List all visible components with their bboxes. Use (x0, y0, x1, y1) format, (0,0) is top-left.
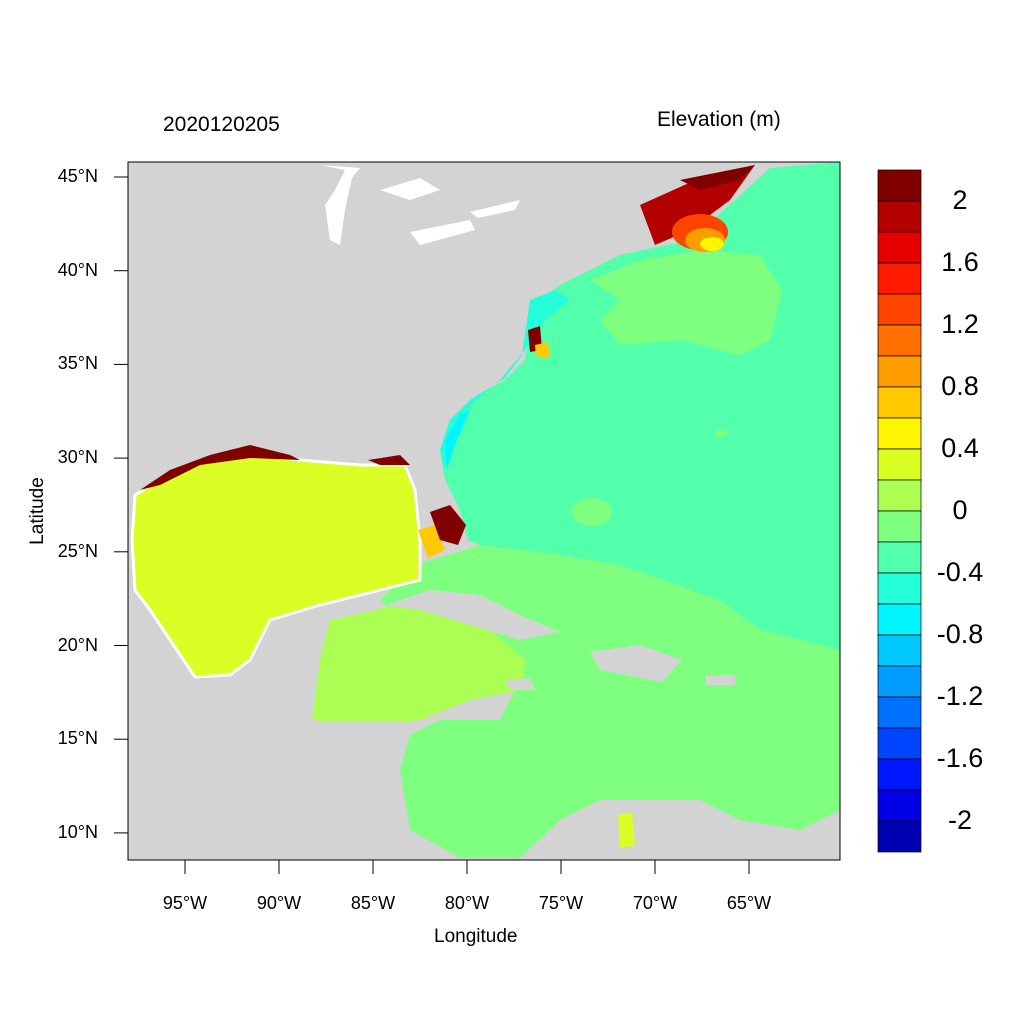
colorbar-box (877, 541, 922, 574)
colorbar-box (877, 634, 922, 667)
colorbar-box (877, 758, 922, 791)
colorbar-label: -0.8 (936, 619, 984, 649)
colorbar-label: 1.6 (941, 247, 979, 277)
variable-title: Elevation (m) (657, 108, 781, 131)
pamlico-surge (535, 342, 550, 358)
colorbar-box (877, 448, 922, 481)
colorbar-box (877, 789, 922, 822)
x-tick-label: 90°W (256, 893, 302, 913)
florida-coast-surge (430, 505, 466, 545)
atlantic-blob (572, 498, 612, 526)
southern-blob (618, 812, 635, 848)
colorbar-box (877, 820, 922, 853)
colorbar-box (877, 355, 922, 388)
great-lakes (320, 165, 520, 245)
colorbar-box (877, 262, 922, 295)
colorbar-box (877, 200, 922, 233)
atlantic-dot (714, 429, 728, 437)
y-tick-label: 30°N (57, 447, 98, 468)
atlantic-high-anomaly (590, 250, 782, 355)
colorbar-box (877, 479, 922, 512)
colorbar-label: 0 (952, 495, 968, 525)
colorbar-label: 2 (952, 185, 968, 215)
x-tick-label: 85°W (350, 893, 396, 913)
colorbar-box (877, 572, 922, 605)
colorbar-box (877, 417, 922, 450)
x-tick-label: 80°W (444, 893, 490, 913)
western-caribbean (312, 600, 525, 722)
x-tick-label: 75°W (538, 893, 584, 913)
coastal-shelf-cyan (440, 290, 570, 470)
x-axis-label: Longitude (434, 926, 518, 947)
colorbar-label: 1.2 (941, 309, 979, 339)
y-tick-label: 25°N (57, 540, 98, 561)
x-tick-label: 70°W (632, 893, 678, 913)
colorbar-box (877, 510, 922, 543)
plot-frame (127, 161, 841, 861)
hispaniola (590, 645, 682, 682)
colorbar-box (877, 324, 922, 357)
jamaica (505, 678, 535, 690)
date-title: 2020120205 (163, 113, 280, 136)
colorbar-box (877, 169, 922, 202)
gulf-coast-surge (140, 445, 300, 490)
y-tick-label: 40°N (57, 259, 98, 280)
big-bend-surge (368, 455, 410, 465)
y-axis-label: Latitude (27, 477, 48, 545)
colorbar-label: 0.4 (941, 433, 979, 463)
y-tick-label: 20°N (57, 634, 98, 655)
colorbar-box (877, 727, 922, 760)
y-tick-label: 45°N (57, 166, 98, 186)
axis-ticks (114, 176, 750, 874)
gulf-of-maine-max (640, 165, 755, 245)
colorbar-box (877, 231, 922, 264)
coastal-shelf-cyan2 (445, 410, 470, 470)
colorbar-box (877, 293, 922, 326)
cuba (385, 590, 560, 640)
y-tick-label: 10°N (57, 821, 98, 842)
y-tick-label: 15°N (57, 728, 98, 749)
colorbar-label: 0.8 (941, 371, 979, 401)
colorbar-label: -2 (947, 805, 972, 835)
colorbar-box (877, 386, 922, 419)
colorbar-box (877, 696, 922, 729)
x-tick-label: 65°W (726, 893, 772, 913)
x-tick-label: 95°W (162, 893, 208, 913)
colorbar-label: -0.4 (936, 557, 984, 587)
colorbar-label: -1.6 (936, 743, 984, 773)
puerto-rico (705, 675, 735, 685)
gulf-of-maine-peak (680, 165, 755, 190)
y-tick-label: 35°N (57, 353, 98, 374)
surge-ring-yellow (700, 237, 724, 251)
colorbar-box (877, 603, 922, 636)
colorbar (877, 169, 922, 853)
colorbar-box (877, 665, 922, 698)
colorbar-label: -1.2 (936, 681, 984, 711)
